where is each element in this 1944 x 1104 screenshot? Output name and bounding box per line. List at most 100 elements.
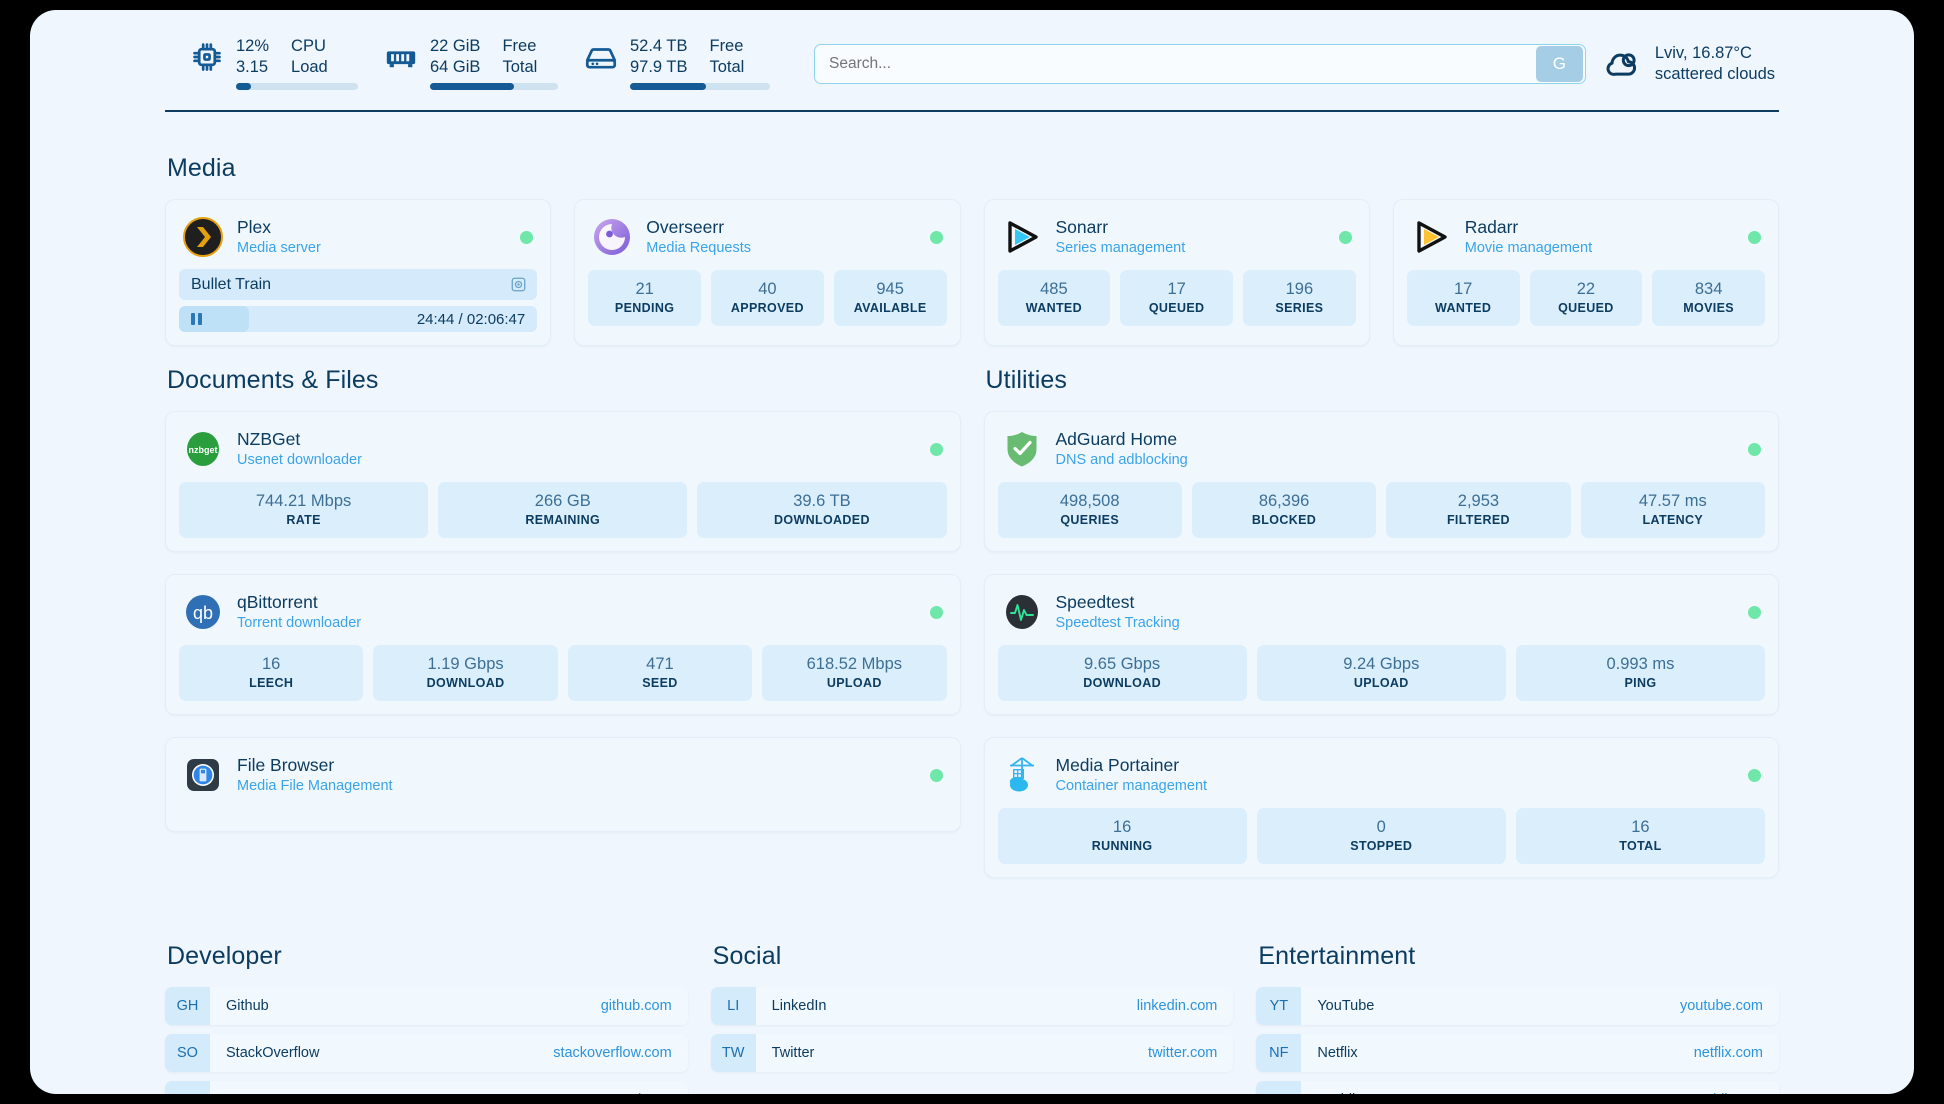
bookmark-name: Github: [226, 998, 269, 1014]
cast-icon[interactable]: [510, 276, 527, 293]
service-card-speedtest[interactable]: Speedtest Speedtest Tracking 9.65 Gbps D…: [983, 574, 1779, 715]
sonarr-icon: [1002, 217, 1042, 257]
stat-tile: 0 STOPPED: [1256, 808, 1506, 864]
search-box[interactable]: G: [814, 44, 1586, 84]
service-card-overseerr[interactable]: Overseerr Media Requests 21 PENDING 40 A…: [574, 199, 961, 346]
stat-label: RUNNING: [1091, 839, 1153, 853]
cpu-value-primary: 12%: [236, 37, 270, 55]
service-desc: Media Requests: [646, 240, 752, 256]
service-card-qbittorrent[interactable]: qb qBittorrent Torrent downloader 16 LEE…: [165, 574, 961, 715]
service-name: Sonarr: [1055, 217, 1109, 237]
stat-label: WANTED: [1434, 301, 1492, 315]
bookmark-group-social: Social LI LinkedIn linkedin.com TW Twitt…: [710, 942, 1234, 1094]
bookmark-badge: TW: [710, 1034, 756, 1072]
pause-icon[interactable]: [191, 313, 202, 325]
bookmark-group-title: Developer: [167, 942, 282, 970]
widget-disk: 52.4 TB 97.9 TB Free Total: [584, 36, 770, 92]
service-desc: Movie management: [1464, 240, 1593, 256]
stat-value: 196: [1285, 280, 1314, 298]
overseerr-icon: [592, 217, 632, 257]
service-card-adguard-home[interactable]: AdGuard Home DNS and adblocking 498,508 …: [983, 411, 1779, 552]
bookmark-item[interactable]: SO StackOverflow stackoverflow.com: [165, 1034, 688, 1072]
documents-section-title: Documents & Files: [167, 366, 379, 394]
service-card-sonarr[interactable]: Sonarr Series management 485 WANTED 17 Q…: [983, 199, 1370, 346]
stat-value: 17: [1167, 280, 1186, 298]
bookmark-url: reddit.com: [1695, 1081, 1779, 1094]
stat-label: UPLOAD: [826, 676, 882, 690]
stat-tile: 1.19 Gbps DOWNLOAD: [373, 645, 558, 701]
service-card-radarr[interactable]: Radarr Movie management 17 WANTED 22 QUE…: [1392, 199, 1779, 346]
bookmark-group-entertainment: Entertainment YT YouTube youtube.com NF …: [1256, 942, 1780, 1094]
portainer-icon: [1002, 755, 1042, 795]
stat-value: 16: [1112, 818, 1132, 836]
stat-tile: 9.65 Gbps DOWNLOAD: [997, 645, 1247, 701]
nzbget-icon: nzbget: [183, 429, 223, 469]
bookmark-name: Twitter: [771, 1045, 815, 1061]
service-card-file-browser[interactable]: File Browser Media File Management: [165, 737, 961, 832]
bookmark-item[interactable]: LI LinkedIn linkedin.com: [710, 987, 1234, 1025]
stat-tile: 17 QUEUED: [1120, 270, 1233, 326]
disk-label-primary: Free: [709, 37, 744, 55]
memory-usage-bar: [430, 83, 558, 90]
bookmark-item[interactable]: TW Twitter twitter.com: [710, 1034, 1234, 1072]
stat-label: WANTED: [1025, 301, 1082, 315]
service-name: Media Portainer: [1055, 755, 1180, 775]
plex-icon: [183, 217, 223, 257]
service-desc: Torrent downloader: [237, 615, 362, 631]
stat-value: 40: [758, 280, 777, 298]
service-name: Radarr: [1464, 217, 1519, 237]
bookmark-url: stackoverflow.com: [553, 1045, 672, 1061]
now-playing-time: 24:44 / 02:06:47: [416, 310, 526, 328]
stat-tile: 40 APPROVED: [711, 270, 824, 326]
qbittorrent-icon: qb: [183, 592, 223, 632]
stat-tile: 618.52 Mbps UPLOAD: [762, 645, 947, 701]
search-input[interactable]: [815, 55, 1536, 73]
stat-value: 16: [1631, 818, 1650, 836]
svg-text:qb: qb: [193, 603, 213, 623]
disk-icon: [584, 40, 618, 74]
disk-value-secondary: 97.9 TB: [630, 58, 688, 76]
service-desc: DNS and adblocking: [1055, 452, 1188, 468]
stat-tile: 485 WANTED: [997, 270, 1111, 326]
cpu-label-primary: CPU: [291, 37, 326, 55]
header-bar: 12% 3.15 CPU Load: [165, 10, 1779, 92]
stat-label: APPROVED: [730, 301, 804, 315]
bookmark-group-title: Social: [712, 942, 782, 970]
status-indicator-online: [1338, 230, 1352, 244]
header-divider: [165, 110, 1779, 112]
service-name: Plex: [237, 217, 272, 237]
status-indicator-online: [929, 605, 943, 619]
bookmark-name: DEV: [210, 1081, 256, 1094]
plex-progress-bar[interactable]: 24:44 / 02:06:47: [179, 306, 538, 332]
status-indicator-online: [929, 768, 943, 782]
stat-tile: 16 TOTAL: [1515, 808, 1766, 864]
stat-label: QUEUED: [1148, 301, 1205, 315]
bookmark-badge: DT: [165, 1081, 210, 1094]
search-engine-button[interactable]: G: [1535, 46, 1583, 82]
stat-value: 471: [646, 655, 674, 673]
stat-label: REMAINING: [525, 513, 601, 527]
widget-cpu: 12% 3.15 CPU Load: [190, 36, 358, 92]
stat-label: AVAILABLE: [853, 301, 927, 315]
stat-value: 945: [876, 280, 904, 298]
media-section-title: Media: [167, 154, 236, 182]
disk-usage-bar: [630, 83, 770, 90]
bookmark-item[interactable]: RE Reddit reddit.com: [1256, 1081, 1780, 1094]
stat-value: 485: [1040, 280, 1068, 298]
stat-value: 22: [1576, 280, 1596, 298]
bookmark-badge: SO: [165, 1034, 210, 1072]
weather-condition: scattered clouds: [1654, 65, 1775, 83]
service-card-media-portainer[interactable]: Media Portainer Container management 16 …: [983, 737, 1779, 878]
stat-label: LATENCY: [1642, 513, 1704, 527]
service-card-nzbget[interactable]: nzbget NZBGet Usenet downloader 744.21 M…: [165, 411, 961, 552]
service-card-plex[interactable]: Plex Media server Bullet Train: [165, 199, 552, 346]
bookmark-item[interactable]: YT YouTube youtube.com: [1256, 987, 1780, 1025]
bookmark-item[interactable]: DT DEV dev.to: [165, 1081, 688, 1094]
bookmark-item[interactable]: NF Netflix netflix.com: [1256, 1034, 1780, 1072]
bookmarks-area: Developer GH Github github.com SO StackO…: [165, 900, 1780, 1094]
bookmark-item[interactable]: GH Github github.com: [165, 987, 688, 1025]
status-indicator-online: [520, 230, 534, 244]
weather-widget: Lviv, 16.87°C scattered clouds: [1604, 43, 1779, 85]
stat-value: 9.65 Gbps: [1084, 655, 1161, 673]
stat-value: 86,396: [1258, 492, 1310, 510]
